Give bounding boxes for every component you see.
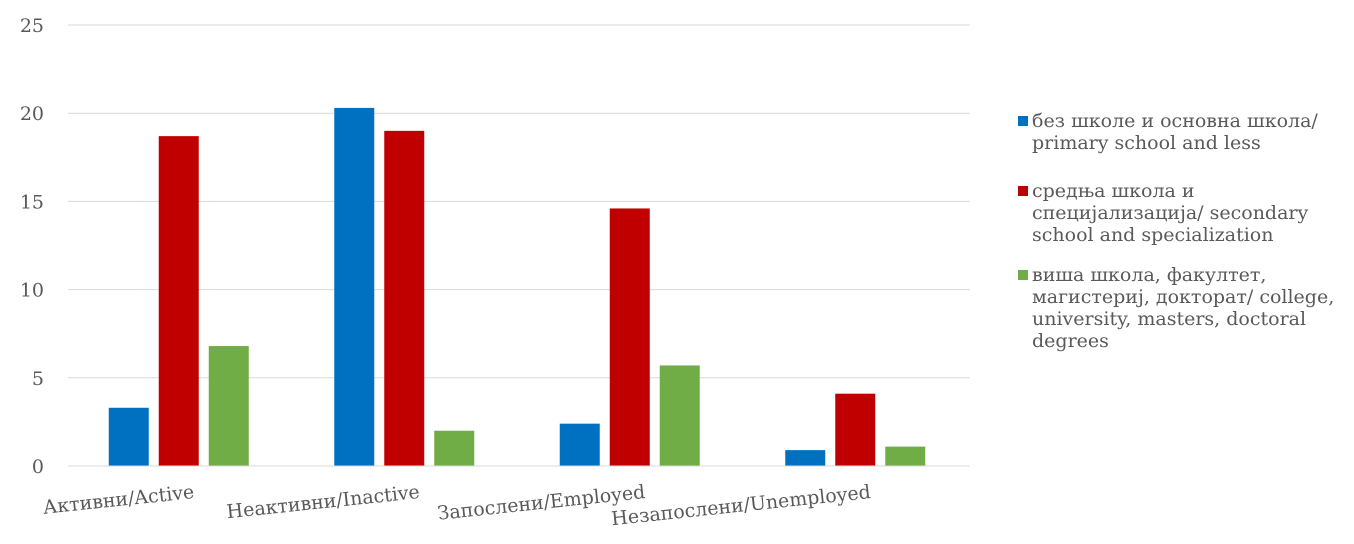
bar (158, 136, 199, 466)
legend: без школе и основна школа/ primary schoo… (1018, 110, 1348, 378)
legend-swatch-higher (1018, 270, 1028, 280)
bar (785, 450, 826, 466)
y-tick-label: 0 (32, 456, 44, 478)
bar (334, 107, 375, 467)
legend-item-secondary: средња школа и специјализација/ secondar… (1018, 180, 1348, 246)
y-tick-label: 25 (20, 15, 44, 37)
legend-item-higher: виша школа, факултет, магистериј, доктор… (1018, 264, 1348, 352)
x-category-label: Активни/Active (42, 481, 195, 519)
x-axis-category-labels: Активни/Active Неактивни/Inactive Запослен… (42, 481, 872, 530)
bar (384, 130, 425, 466)
bar (559, 423, 600, 466)
x-category-label: Неактивни/Inactive (226, 481, 421, 523)
legend-label-secondary: средња школа и специјализација/ secondar… (1032, 180, 1309, 246)
y-tick-label: 5 (32, 368, 44, 390)
gridlines (68, 24, 970, 379)
legend-swatch-primary (1018, 116, 1028, 126)
y-tick-label: 10 (20, 280, 44, 302)
legend-label-higher: виша школа, факултет, магистериј, доктор… (1032, 264, 1335, 352)
legend-item-primary: без школе и основна школа/ primary schoo… (1018, 110, 1348, 154)
bars (108, 107, 926, 467)
bar (208, 346, 249, 466)
bar (659, 365, 700, 466)
bar (434, 430, 475, 466)
y-tick-label: 15 (20, 191, 44, 213)
bar (885, 446, 926, 466)
bar-chart: 0 5 10 15 20 25 Активни/Active Неактивни/Inact… (20, 15, 970, 530)
x-category-label: Незапослени/Unemployed (610, 481, 871, 530)
y-tick-label: 20 (20, 103, 44, 125)
bar (609, 208, 650, 466)
legend-swatch-secondary (1018, 186, 1028, 196)
y-axis-tick-labels: 0 5 10 15 20 25 (20, 15, 44, 478)
legend-label-primary: без школе и основна школа/ primary schoo… (1032, 110, 1318, 154)
bar (835, 393, 876, 466)
bar (108, 407, 149, 466)
